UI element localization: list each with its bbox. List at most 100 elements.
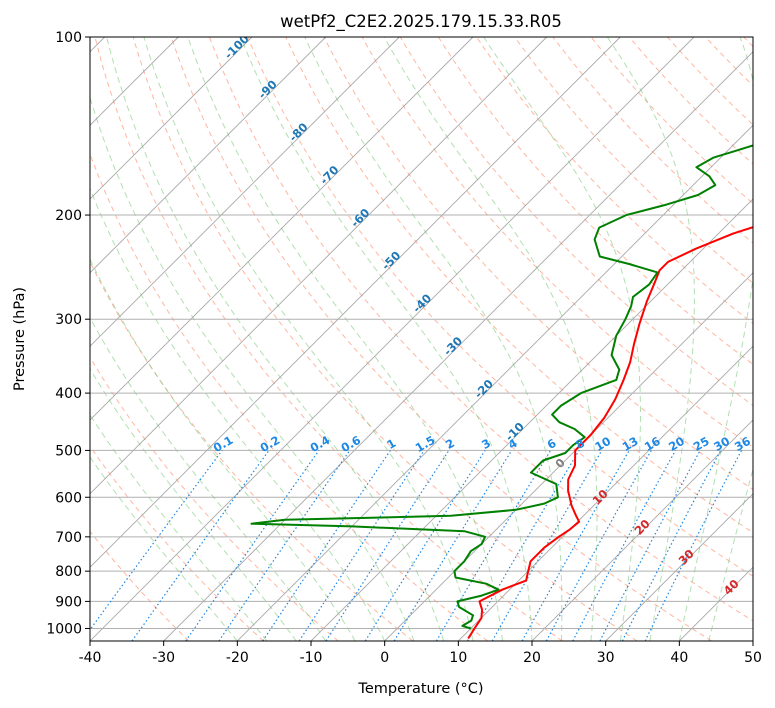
moist-adiabat [90,187,386,641]
dry-adiabat [437,37,753,365]
isotherm [90,37,474,421]
plot-frame [89,36,754,642]
mixing-ratio-label: 0.4 [308,433,333,455]
y-tick-label: 400 [55,386,82,402]
dry-adiabat-label: 10 [590,487,611,508]
x-tick-label: 40 [670,650,688,666]
isotherm-label: -30 [441,334,466,359]
dry-adiabat [90,530,190,641]
y-tick-label: 700 [55,530,82,546]
isotherm-label: -90 [255,77,280,102]
mixing-ratio-line [599,450,701,641]
y-tick-label: 300 [55,312,82,328]
isotherm-label: -80 [286,120,311,145]
y-tick-label: 500 [55,443,82,459]
moist-adiabat [606,37,695,641]
dry-adiabat [90,260,414,641]
dry-adiabat [209,37,753,622]
mixing-ratio-label: 16 [642,434,663,454]
dry-adiabat [90,356,339,641]
dry-adiabat [285,37,753,534]
dry-adiabat [90,152,488,641]
isotherm [457,345,753,641]
isotherm [90,37,253,200]
x-tick-label: -20 [226,650,249,666]
isotherm [752,640,753,641]
dry-adiabat [247,37,753,577]
x-tick-label: 20 [523,650,541,666]
mixing-ratio-line [572,450,677,641]
mixing-ratio-line [325,450,450,641]
dry-adiabat [705,37,753,87]
isotherm [90,37,548,495]
mixing-ratio-line [466,450,580,641]
mixing-ratio-label: 30 [711,434,732,454]
y-tick-label: 1000 [46,621,82,637]
chart-title: wetPf2_C2E2.2025.179.15.33.R05 [280,12,562,32]
x-axis-title: Temperature (°C) [357,681,483,697]
dry-adiabat [94,37,563,641]
dry-adiabat [132,37,638,641]
y-tick-label: 600 [55,490,82,506]
dry-adiabat [743,37,753,48]
isotherm-label: -70 [317,163,342,188]
y-tick-label: 100 [55,30,82,46]
mixing-ratio-label: 1 [384,436,398,452]
mixing-ratio-line [262,450,391,641]
mixing-ratio-line [131,450,270,641]
mixing-ratio-label: 6 [545,436,559,452]
moist-adiabat [708,467,753,641]
y-tick-label: 200 [55,208,82,224]
moist-adiabat [90,257,356,641]
y-tick-label: 800 [55,564,82,580]
x-tick-label: 50 [744,650,762,666]
isotherm [531,419,753,641]
isotherm [236,124,753,641]
moist-adiabat [240,37,533,641]
isotherm [310,198,753,641]
mixing-ratio-label: 1.5 [413,433,438,455]
isotherm-label: -20 [471,377,496,402]
moist-adiabat [187,37,503,641]
isotherm [384,272,753,641]
dry-adiabat-label: 30 [676,547,697,568]
dry-adiabat [399,37,753,407]
x-tick-label: -30 [152,650,175,666]
isotherm [163,51,753,641]
moist-adiabat [483,37,641,641]
moist-adiabat [90,316,327,641]
moist-adiabat [304,37,563,641]
isotherm-label: -50 [379,248,404,273]
dry-adiabat [552,37,753,244]
x-tick-label: -40 [79,650,102,666]
dewpoint-profile-line [250,144,753,630]
mixing-ratio-line [393,450,513,641]
dry-adiabat [514,37,753,284]
dry-adiabat [476,37,753,325]
mixing-ratio-label: 10 [592,434,613,454]
moist-adiabat [106,37,445,641]
moist-adiabat [90,413,268,641]
dry-adiabat [170,37,712,641]
mixing-ratio-line [364,450,486,641]
y-axis-title: Pressure (hPa) [12,287,28,391]
moist-adiabat [90,456,238,641]
mixing-ratio-line [90,450,223,631]
x-tick-label: 30 [597,650,615,666]
mixing-ratio-line [521,450,630,641]
isotherm-label: -100 [222,32,252,62]
temperature-profile-line [467,226,753,640]
mixing-ratio-label: 36 [732,434,753,454]
moist-adiabat [383,37,598,641]
mixing-ratio-label: 13 [620,434,641,454]
mixing-ratio-line [298,450,425,641]
mixing-ratio-label: 2 [443,436,457,452]
isotherm [605,493,753,641]
mixing-ratio-line [644,450,743,641]
isotherm-label: -40 [410,291,435,316]
mixing-ratio-line [435,450,552,641]
isotherm [90,37,695,641]
isotherm [90,37,400,347]
moist-adiabat [678,37,753,641]
